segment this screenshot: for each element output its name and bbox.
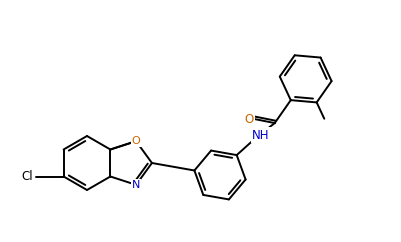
Text: NH: NH [252, 129, 269, 142]
Text: N: N [132, 180, 140, 190]
Text: O: O [244, 113, 253, 126]
Text: Cl: Cl [21, 170, 32, 183]
Text: O: O [132, 136, 140, 146]
